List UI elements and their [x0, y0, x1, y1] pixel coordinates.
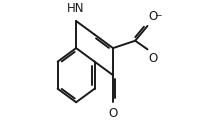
Text: HN: HN [67, 2, 85, 15]
Text: O: O [148, 52, 157, 65]
Text: O: O [148, 10, 157, 23]
Text: −: − [154, 10, 162, 19]
Text: O: O [108, 107, 118, 120]
